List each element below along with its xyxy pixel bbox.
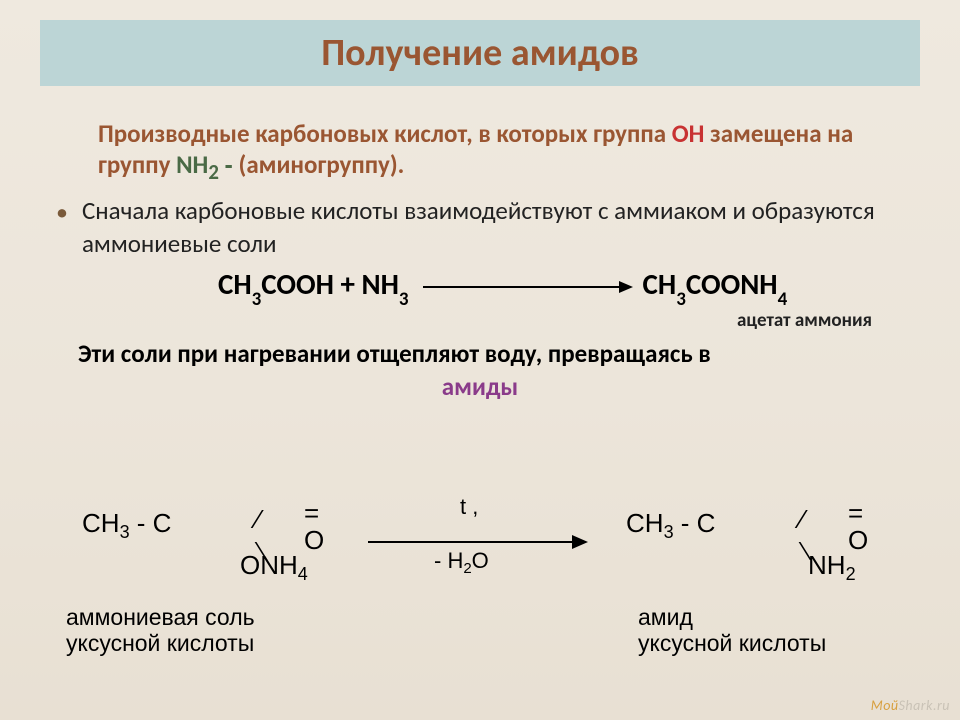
arrow-icon — [423, 277, 633, 297]
mol-right-line1: CH3 - C — [626, 508, 715, 538]
mr-dc: - C — [674, 508, 716, 538]
salts-line: Эти соли при нагревании отщепляют воду, … — [78, 338, 898, 369]
mr-angle-up: ⁄ — [800, 506, 804, 533]
slide-title: Получение амидов — [321, 30, 639, 76]
ml-sub4: 4 — [298, 564, 308, 584]
eq1-coohnh: COOH + NH — [261, 266, 399, 302]
ml-dc: - C — [130, 508, 172, 538]
ml-angle-up: ⁄ — [256, 506, 260, 533]
eq1-sub3a: 3 — [252, 288, 262, 311]
def-oh: ОН — [672, 118, 705, 149]
mr-sub2: 2 — [846, 564, 856, 584]
mr-eqO: = O — [848, 500, 868, 555]
eq1r-ch: CH — [643, 266, 677, 302]
mr-nh: NH — [808, 550, 846, 580]
def-nh: NH2 — [176, 149, 219, 180]
caption-right-l1: амид — [638, 604, 826, 630]
caption-left-l1: аммониевая соль — [66, 604, 255, 630]
watermark-my: Мой — [871, 697, 899, 714]
eq1-ch: CH — [218, 266, 252, 302]
caption-left: аммониевая соль уксусной кислоты — [66, 604, 255, 657]
caption-left-l2: уксусной кислоты — [66, 630, 255, 656]
product-label: ацетат аммония — [38, 309, 872, 332]
def-prefix: Производные карбоновых кислот, в которых… — [98, 118, 672, 149]
mr-ch: CH — [626, 508, 664, 538]
watermark: МойShark.ru — [871, 697, 950, 714]
eq1-rhs: CH3COONH4 — [643, 266, 788, 307]
eq1r-sub4: 4 — [778, 288, 788, 311]
eq1-sub3b: 3 — [399, 288, 409, 311]
content: Производные карбоновых кислот, в которых… — [38, 118, 922, 402]
bullet-row: • Сначала карбоновые кислоты взаимодейст… — [56, 195, 922, 260]
mr-nh2: NH2 — [808, 552, 856, 579]
def-nh-sub: 2 — [208, 159, 219, 185]
caption-right: амид уксусной кислоты — [638, 604, 826, 657]
amidy-line: амиды — [38, 371, 922, 402]
def-nh-text: NH — [176, 149, 208, 180]
watermark-shark: Shark.ru — [899, 697, 950, 714]
reaction-scheme: CH3 - C ⁄ = O ⁄ ONH4 t , - H2O CH3 - C ⁄… — [38, 492, 922, 682]
title-bar: Получение амидов — [40, 20, 920, 86]
arrow-below: - H2O — [434, 548, 489, 574]
eq1r-sub3: 3 — [676, 288, 686, 311]
bullet-icon: • — [56, 197, 68, 228]
definition-text: Производные карбоновых кислот, в которых… — [98, 118, 898, 185]
mr-sub3: 3 — [664, 522, 674, 542]
ml-sub3: 3 — [120, 522, 130, 542]
def-dash: ‑ — [219, 149, 239, 180]
mr-angle-down: ⁄ — [802, 538, 806, 565]
ml-onh4: ONH4 — [240, 552, 308, 579]
h2o-o: O — [472, 548, 489, 573]
arrow-conditions: t , — [460, 494, 478, 520]
def-amino: (аминогруппу). — [239, 149, 405, 180]
mol-left-line1: CH3 - C — [82, 508, 171, 538]
molecule-right: CH3 - C ⁄ = O ⁄ NH2 — [626, 510, 715, 537]
eq1r-coonh: COONH — [686, 266, 778, 302]
bullet-text: Сначала карбоновые кислоты взаимодейству… — [82, 195, 922, 260]
ml-onh: ONH — [240, 550, 298, 580]
ml-ch: CH — [82, 508, 120, 538]
equation-1: CH3COOH + NH3 CH3COONH4 — [218, 266, 922, 307]
molecule-left: CH3 - C ⁄ = O ⁄ ONH4 — [82, 510, 171, 537]
h2o-2: 2 — [463, 560, 471, 577]
ml-eqO: = O — [304, 500, 324, 555]
slide: Получение амидов Производные карбоновых … — [0, 0, 960, 720]
h2o-minus: - H — [434, 548, 463, 573]
eq1-lhs: CH3COOH + NH3 — [218, 266, 409, 307]
caption-right-l2: уксусной кислоты — [638, 630, 826, 656]
amidy-word: амиды — [442, 371, 518, 402]
